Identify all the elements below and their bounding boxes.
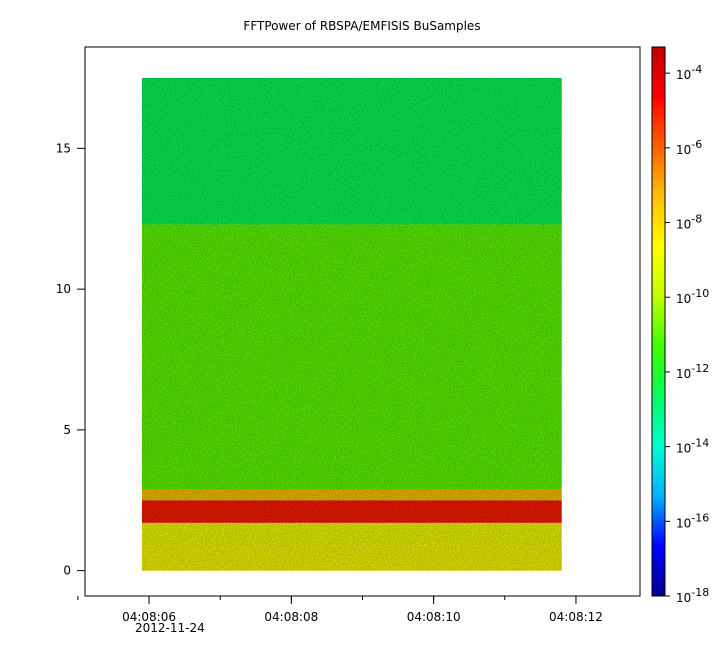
colorbar-axis: 10-4 10-6 10-8 10-10 10-12 10-14 10-16 10-18 <box>665 63 709 605</box>
colorbar-tick-label: 10-18 <box>676 586 709 605</box>
x-tick-label: 04:08:06 <box>122 610 176 624</box>
heatmap-layer <box>141 77 562 571</box>
x-axis: 04:08:06 04:08:08 04:08:10 04:08:12 <box>77 596 603 624</box>
colorbar-tick-label: 10-14 <box>676 437 709 456</box>
x-tick-label: 04:08:08 <box>264 610 318 624</box>
x-date-label: 2012-11-24 <box>135 621 205 635</box>
x-tick-label: 04:08:10 <box>407 610 461 624</box>
y-tick-label: 5 <box>63 423 71 437</box>
x-tick-label: 04:08:12 <box>549 610 603 624</box>
y-tick-label: 0 <box>63 564 71 578</box>
heatmap-texture <box>141 77 562 571</box>
y-axis: 0 5 10 15 <box>56 141 85 578</box>
colorbar-tick-label: 10-12 <box>676 362 709 381</box>
colorbar-tick-label: 10-16 <box>676 511 709 530</box>
colorbar-tick-label: 10-4 <box>676 63 702 82</box>
chart-title: FFTPower of RBSPA/EMFISIS BuSamples <box>243 19 480 33</box>
colorbar-tick-label: 10-8 <box>676 213 702 232</box>
colorbar <box>651 46 666 597</box>
colorbar-tick-label: 10-6 <box>676 138 702 157</box>
y-tick-label: 10 <box>56 282 71 296</box>
colorbar-tick-label: 10-10 <box>676 287 709 306</box>
y-tick-label: 15 <box>56 141 71 155</box>
